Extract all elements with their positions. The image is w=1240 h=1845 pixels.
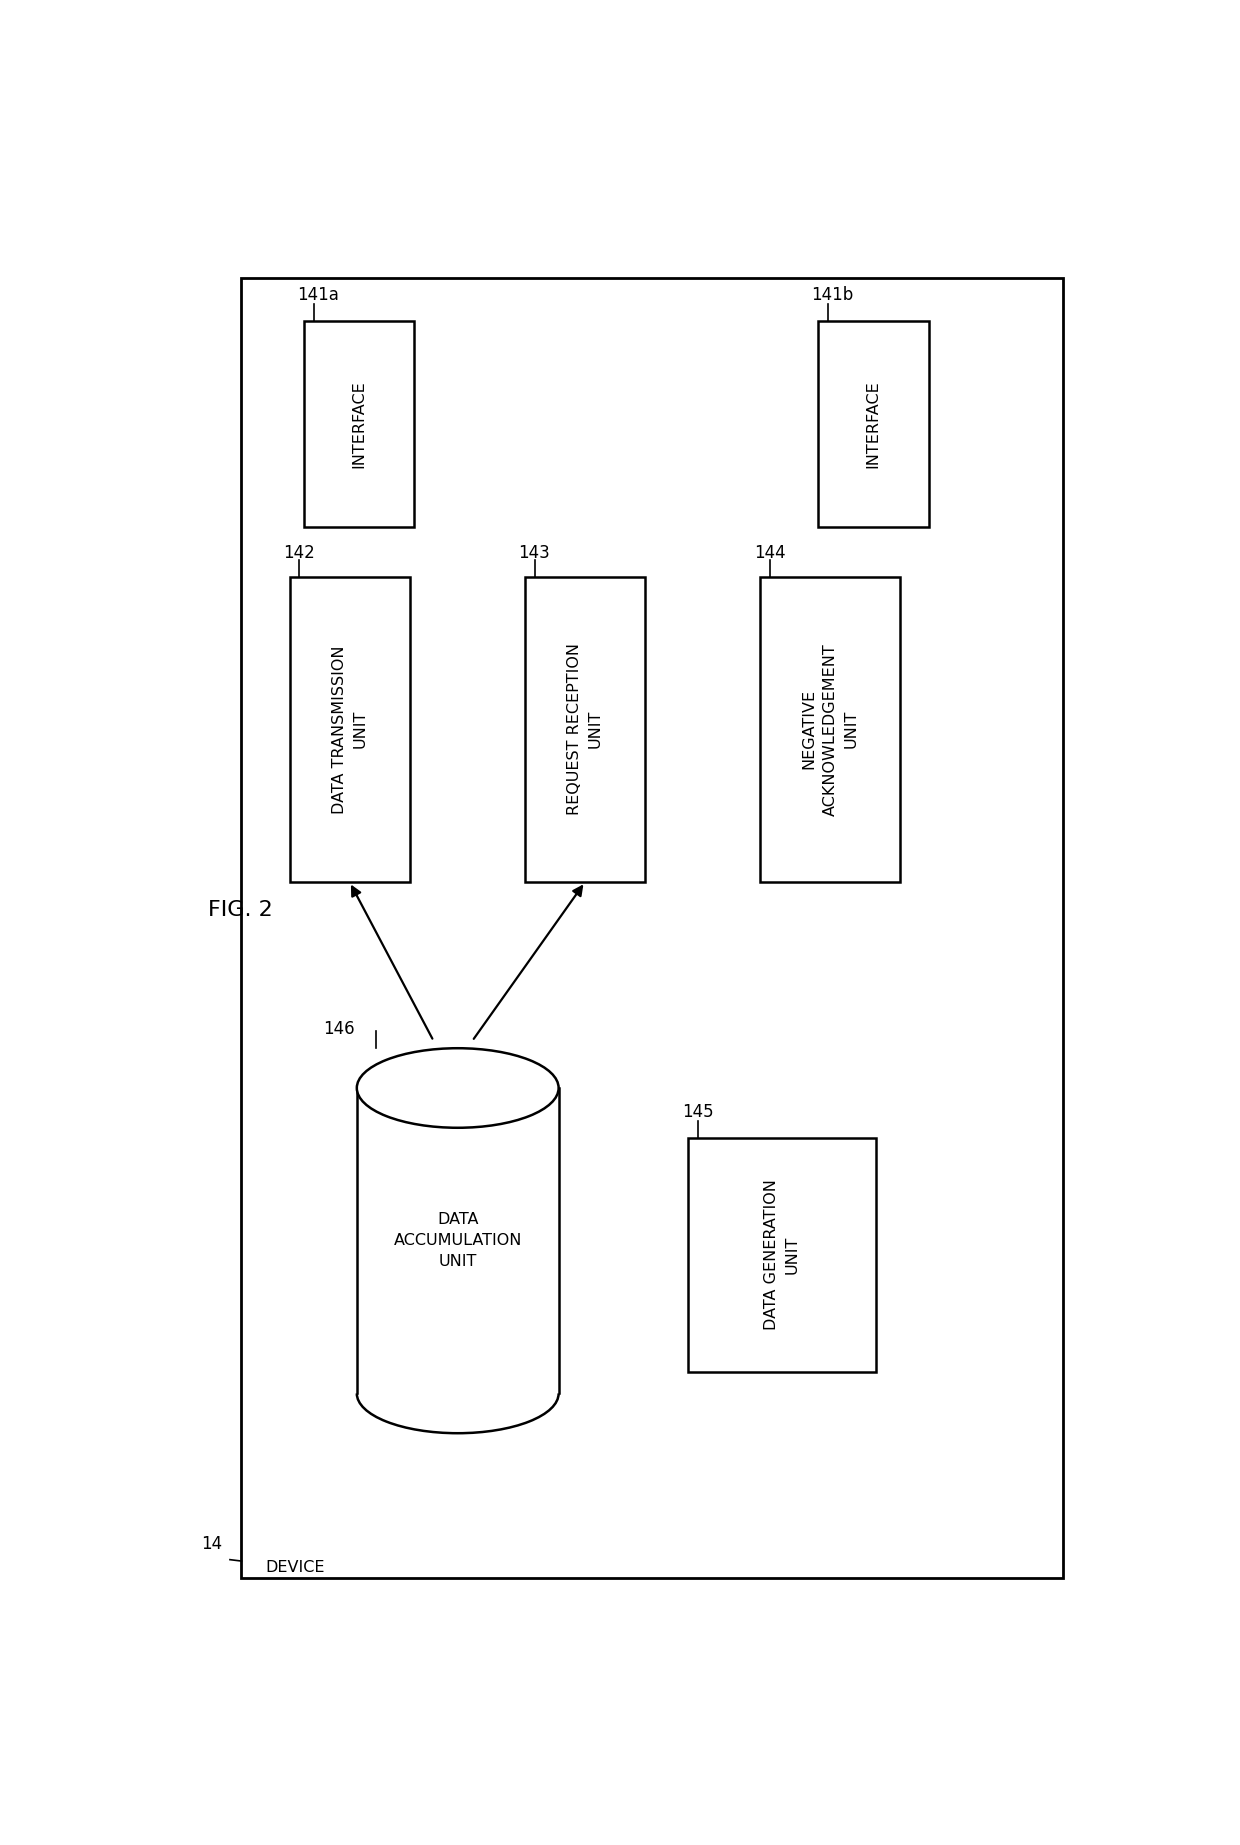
Text: 14: 14: [201, 1535, 222, 1552]
Text: FIG. 2: FIG. 2: [208, 900, 273, 921]
Bar: [688, 1138, 875, 1373]
Text: INTERFACE: INTERFACE: [352, 380, 367, 469]
Text: 144: 144: [754, 544, 785, 563]
Text: DATA GENERATION
UNIT: DATA GENERATION UNIT: [764, 1179, 800, 1330]
Bar: [760, 576, 900, 882]
Bar: [304, 321, 414, 528]
Text: 146: 146: [324, 1020, 355, 1039]
Bar: [525, 576, 645, 882]
Text: DEVICE: DEVICE: [265, 1561, 325, 1576]
Text: 142: 142: [283, 544, 315, 563]
Text: INTERFACE: INTERFACE: [866, 380, 880, 469]
Text: 143: 143: [518, 544, 551, 563]
Text: 141a: 141a: [298, 286, 339, 304]
Text: DATA
ACCUMULATION
UNIT: DATA ACCUMULATION UNIT: [393, 1212, 522, 1269]
Text: 141b: 141b: [811, 286, 853, 304]
Text: 145: 145: [682, 1103, 713, 1120]
Text: REQUEST RECEPTION
UNIT: REQUEST RECEPTION UNIT: [567, 644, 603, 815]
Text: DATA TRANSMISSION
UNIT: DATA TRANSMISSION UNIT: [331, 646, 367, 814]
Bar: [242, 279, 1063, 1577]
Text: NEGATIVE
ACKNOWLEDGEMENT
UNIT: NEGATIVE ACKNOWLEDGEMENT UNIT: [801, 642, 858, 815]
Bar: [818, 321, 929, 528]
Bar: [290, 576, 409, 882]
Ellipse shape: [357, 1048, 558, 1127]
Bar: [357, 1089, 559, 1393]
